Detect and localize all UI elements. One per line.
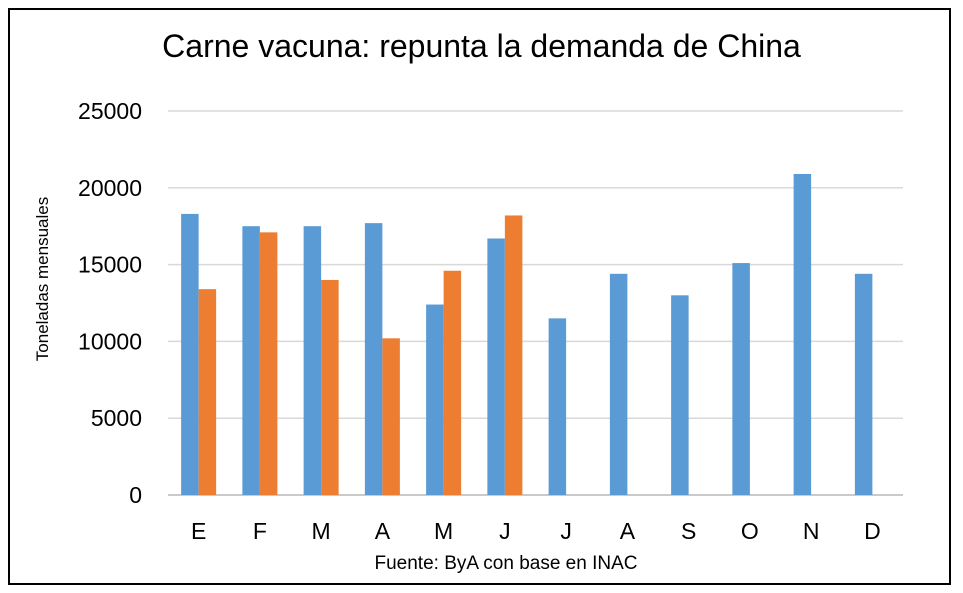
bar-series-1 xyxy=(548,318,567,495)
x-tick-label: A xyxy=(620,518,636,544)
bar-series-1 xyxy=(487,238,505,495)
y-tick-label: 10000 xyxy=(78,328,142,354)
x-tick-label: J xyxy=(560,518,572,544)
y-tick-label: 25000 xyxy=(78,98,142,124)
x-tick-label: O xyxy=(741,518,759,544)
y-tick-label: 15000 xyxy=(78,252,142,278)
x-tick-label: N xyxy=(803,518,820,544)
y-tick-label: 0 xyxy=(129,482,142,508)
bar-series-1 xyxy=(181,213,199,496)
chart-source: Fuente: ByA con base en INAC xyxy=(374,553,638,574)
bar-series-1 xyxy=(242,226,260,495)
bar-series-1 xyxy=(854,273,873,495)
bar-series-2 xyxy=(382,338,400,495)
bar-series-2 xyxy=(259,232,278,495)
y-tick-label: 5000 xyxy=(91,405,142,431)
y-axis-title: Toneladas mensuales xyxy=(33,197,52,361)
x-tick-label: F xyxy=(253,518,267,544)
bar-series-2 xyxy=(198,289,217,495)
y-tick-label: 20000 xyxy=(78,175,142,201)
bar-series-1 xyxy=(671,295,689,495)
bar-series-2 xyxy=(504,215,523,495)
bar-series-1 xyxy=(426,304,444,495)
bar-series-1 xyxy=(364,223,383,496)
x-tick-label: E xyxy=(191,518,206,544)
bar-series-1 xyxy=(732,263,750,495)
bar-series-1 xyxy=(303,226,322,495)
x-tick-label: M xyxy=(312,518,331,544)
x-tick-label: M xyxy=(434,518,453,544)
chart-title: Carne vacuna: repunta la demanda de Chin… xyxy=(162,28,801,64)
bar-series-1 xyxy=(793,173,812,495)
x-tick-label: S xyxy=(681,518,696,544)
x-tick-label: A xyxy=(375,518,391,544)
x-tick-label: J xyxy=(499,518,511,544)
bar-series-2 xyxy=(443,270,462,495)
x-tick-label: D xyxy=(864,518,881,544)
bar-series-2 xyxy=(321,279,339,495)
bar-series-1 xyxy=(609,273,628,495)
